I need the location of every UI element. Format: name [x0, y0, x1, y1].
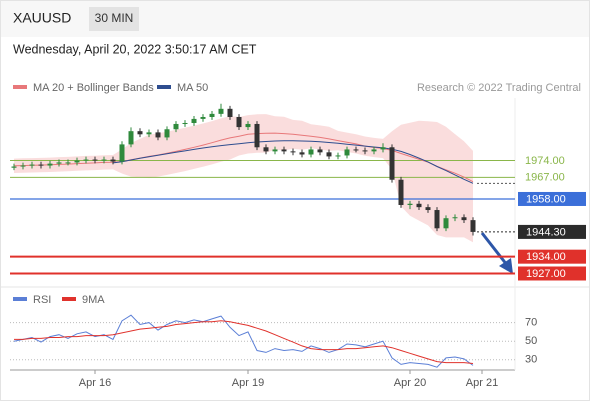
candle-body: [128, 131, 134, 145]
candle-body: [137, 131, 143, 135]
candle-body: [92, 159, 98, 161]
bollinger-band: [14, 114, 473, 243]
candle-body: [308, 149, 314, 155]
candle-body: [281, 149, 287, 152]
candle-body: [254, 123, 260, 148]
candle-body: [182, 123, 188, 125]
timestamp: Wednesday, April 20, 2022 3:50:17 AM CET: [13, 42, 257, 56]
x-tick-label: Apr 21: [466, 377, 498, 389]
candle-body: [101, 159, 107, 161]
candle-body: [317, 149, 323, 153]
candle-body: [146, 132, 152, 135]
candle-body: [20, 165, 26, 167]
candle-body: [272, 149, 278, 152]
x-tick-label: Apr 19: [232, 377, 264, 389]
candle-body: [173, 123, 179, 130]
candle-body: [299, 152, 305, 155]
candle-body: [245, 123, 251, 128]
candle-body: [389, 147, 395, 180]
legend-label: MA 50: [177, 82, 208, 94]
candle-body: [38, 164, 44, 166]
candle-body: [110, 159, 116, 162]
x-tick-label: Apr 20: [394, 377, 426, 389]
level-label-box: [518, 191, 586, 206]
candle-body: [443, 218, 449, 229]
level-label: 1934.00: [526, 251, 566, 263]
candle-body: [380, 147, 386, 150]
ma-line: [112, 140, 474, 184]
symbol: XAUUSD: [13, 10, 71, 26]
candle-body: [290, 151, 296, 153]
candle-body: [344, 149, 350, 156]
level-label: 1974.00: [525, 155, 565, 167]
legend-swatch: [62, 297, 76, 301]
indicator-line: [13, 314, 474, 368]
candle-body: [191, 118, 197, 124]
candle-body: [56, 162, 62, 164]
legend-swatch: [13, 297, 27, 301]
y-tick-label: 30: [525, 354, 537, 366]
candle-body: [425, 207, 431, 211]
candle-body: [398, 179, 404, 205]
candle-body: [164, 129, 170, 138]
legend-label: RSI: [33, 294, 51, 306]
candle-body: [47, 163, 53, 166]
candle-body: [461, 217, 467, 221]
candle-body: [200, 116, 206, 119]
timeframe[interactable]: 30 MIN: [95, 11, 134, 25]
candle-body: [353, 149, 359, 151]
level-label: 1944.30: [526, 226, 566, 238]
indicator-line: [14, 320, 474, 364]
candle-body: [119, 144, 125, 162]
legend-label: 9MA: [82, 294, 105, 306]
candle-body: [83, 159, 89, 161]
candle-body: [11, 166, 17, 168]
candle-body: [227, 108, 233, 117]
candle-body: [407, 203, 413, 205]
candle-body: [236, 116, 242, 128]
candle-body: [416, 203, 422, 208]
candle-body: [155, 132, 161, 138]
level-label-box: [518, 249, 586, 264]
candle-body: [263, 147, 269, 152]
legend-swatch: [157, 85, 171, 89]
legend-swatch: [13, 85, 27, 89]
level-label-box: [518, 224, 586, 239]
candle-body: [65, 162, 71, 164]
candle-body: [434, 210, 440, 229]
legend-label: MA 20 + Bollinger Bands: [33, 82, 154, 94]
candle-body: [452, 217, 458, 219]
candle-body: [29, 164, 35, 166]
x-tick-label: Apr 16: [79, 377, 111, 389]
candle-body: [218, 108, 224, 114]
level-label: 1927.00: [526, 268, 566, 280]
level-label: 1967.00: [525, 172, 565, 184]
level-label-box: [518, 266, 586, 281]
candle-body: [371, 149, 377, 152]
credit: Research © 2022 Trading Central: [417, 82, 581, 94]
ma-line: [13, 132, 474, 183]
candle-body: [335, 155, 341, 157]
candle-body: [326, 152, 332, 157]
candle-body: [74, 160, 80, 163]
projection-arrow: [480, 232, 509, 266]
y-tick-label: 70: [525, 317, 537, 329]
candle-body: [470, 220, 476, 232]
level-label: 1958.00: [526, 193, 566, 205]
candle-body: [362, 150, 368, 152]
candle-body: [209, 113, 215, 117]
timeframe-button[interactable]: [89, 7, 139, 31]
y-tick-label: 50: [525, 335, 537, 347]
projection-arrow-head: [499, 258, 513, 274]
